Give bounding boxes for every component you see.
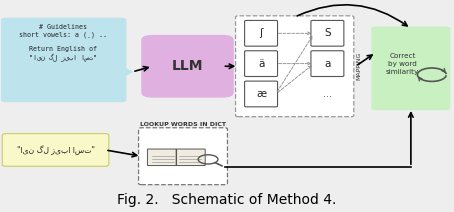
FancyBboxPatch shape (138, 128, 227, 185)
Text: # Guidelines
short vowels: a (ِ) ..

Return English of
"این گل زیبا است": # Guidelines short vowels: a (ِ) .. Retu… (20, 24, 108, 62)
Text: a: a (324, 59, 331, 69)
FancyBboxPatch shape (245, 20, 277, 46)
FancyBboxPatch shape (236, 16, 354, 117)
FancyBboxPatch shape (141, 35, 234, 98)
FancyBboxPatch shape (311, 20, 344, 46)
FancyBboxPatch shape (148, 149, 176, 166)
Text: Correct
by word
similarity: Correct by word similarity (386, 53, 419, 75)
FancyBboxPatch shape (176, 149, 205, 166)
Text: LLM: LLM (172, 59, 203, 73)
Text: ʃ: ʃ (259, 28, 263, 38)
Text: S: S (324, 28, 331, 38)
Text: "این گل زیبا است": "این گل زیبا است" (16, 145, 94, 155)
FancyBboxPatch shape (311, 51, 344, 77)
Text: MAPPING: MAPPING (357, 52, 362, 80)
Text: ä: ä (258, 59, 264, 69)
Text: ...: ... (323, 89, 332, 99)
Text: æ: æ (256, 89, 266, 99)
FancyBboxPatch shape (0, 18, 126, 102)
FancyBboxPatch shape (371, 26, 450, 110)
Text: LOOKUP WORDS IN DICT: LOOKUP WORDS IN DICT (140, 122, 226, 127)
Polygon shape (121, 66, 132, 77)
FancyBboxPatch shape (245, 51, 277, 77)
FancyBboxPatch shape (245, 81, 277, 107)
Text: Fig. 2.   Schematic of Method 4.: Fig. 2. Schematic of Method 4. (117, 193, 337, 207)
FancyBboxPatch shape (2, 134, 109, 166)
